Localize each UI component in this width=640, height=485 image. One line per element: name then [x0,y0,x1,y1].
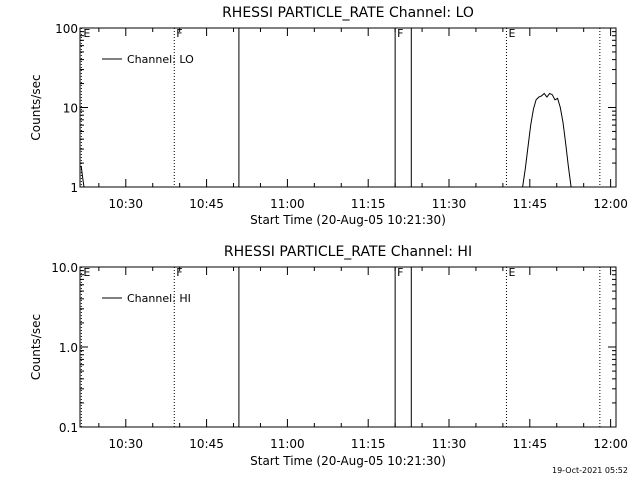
x-tick-label: 11:15 [351,197,386,211]
x-tick-label: 10:30 [108,437,143,451]
y-axis-label: Counts/sec [29,314,43,380]
y-tick-label: 1 [70,181,78,195]
event-marker-label: E [83,266,90,279]
y-tick-label: 100 [55,22,78,36]
event-marker-label: F [397,27,403,40]
legend-label: Channel: HI [127,292,191,305]
x-tick-label: 11:00 [270,197,305,211]
x-tick-label: 10:30 [108,197,143,211]
x-tick-label: 10:45 [189,437,224,451]
event-marker-label: E [508,266,515,279]
x-tick-label: 12:00 [593,437,628,451]
series-line [522,92,572,188]
x-tick-label: 11:00 [270,437,305,451]
x-tick-label: 11:30 [432,197,467,211]
plot-frame [79,266,617,428]
x-tick-label: 10:45 [189,197,224,211]
y-tick-label: 10 [63,102,78,116]
x-axis-label: Start Time (20-Aug-05 10:21:30) [250,454,446,468]
chart-title: RHESSI PARTICLE_RATE Channel: HI [224,244,472,260]
x-axis-label: Start Time (20-Aug-05 10:21:30) [250,213,446,227]
hi-channel-panel: RHESSI PARTICLE_RATE Channel: HI 10:30 10:… [29,244,628,468]
plot-frame [79,27,617,188]
y-axis-label: Counts/sec [29,74,43,140]
x-tick-label: 11:45 [513,197,548,211]
generation-timestamp: 19-Oct-2021 05:52 [552,466,628,475]
x-tick-label: 11:15 [351,437,386,451]
y-tick-label: 10.0 [51,261,78,275]
x-tick-label: 11:30 [432,437,467,451]
y-tick-label: 0.1 [59,421,78,435]
legend-label: Channel: LO [127,53,194,66]
event-marker-label: F [397,266,403,279]
event-marker-label: E [508,27,515,40]
y-tick-label: 1.0 [59,341,78,355]
chart-title: RHESSI PARTICLE_RATE Channel: LO [222,5,474,21]
x-tick-label: 11:45 [513,437,548,451]
event-marker-label: F [176,266,182,279]
x-tick-label: 12:00 [593,197,628,211]
event-marker-label: E [83,27,90,40]
event-marker-label: F [176,27,182,40]
series-line [80,166,85,188]
lo-channel-panel: RHESSI PARTICLE_RATE Channel: LO 10:30 10:… [29,5,628,227]
